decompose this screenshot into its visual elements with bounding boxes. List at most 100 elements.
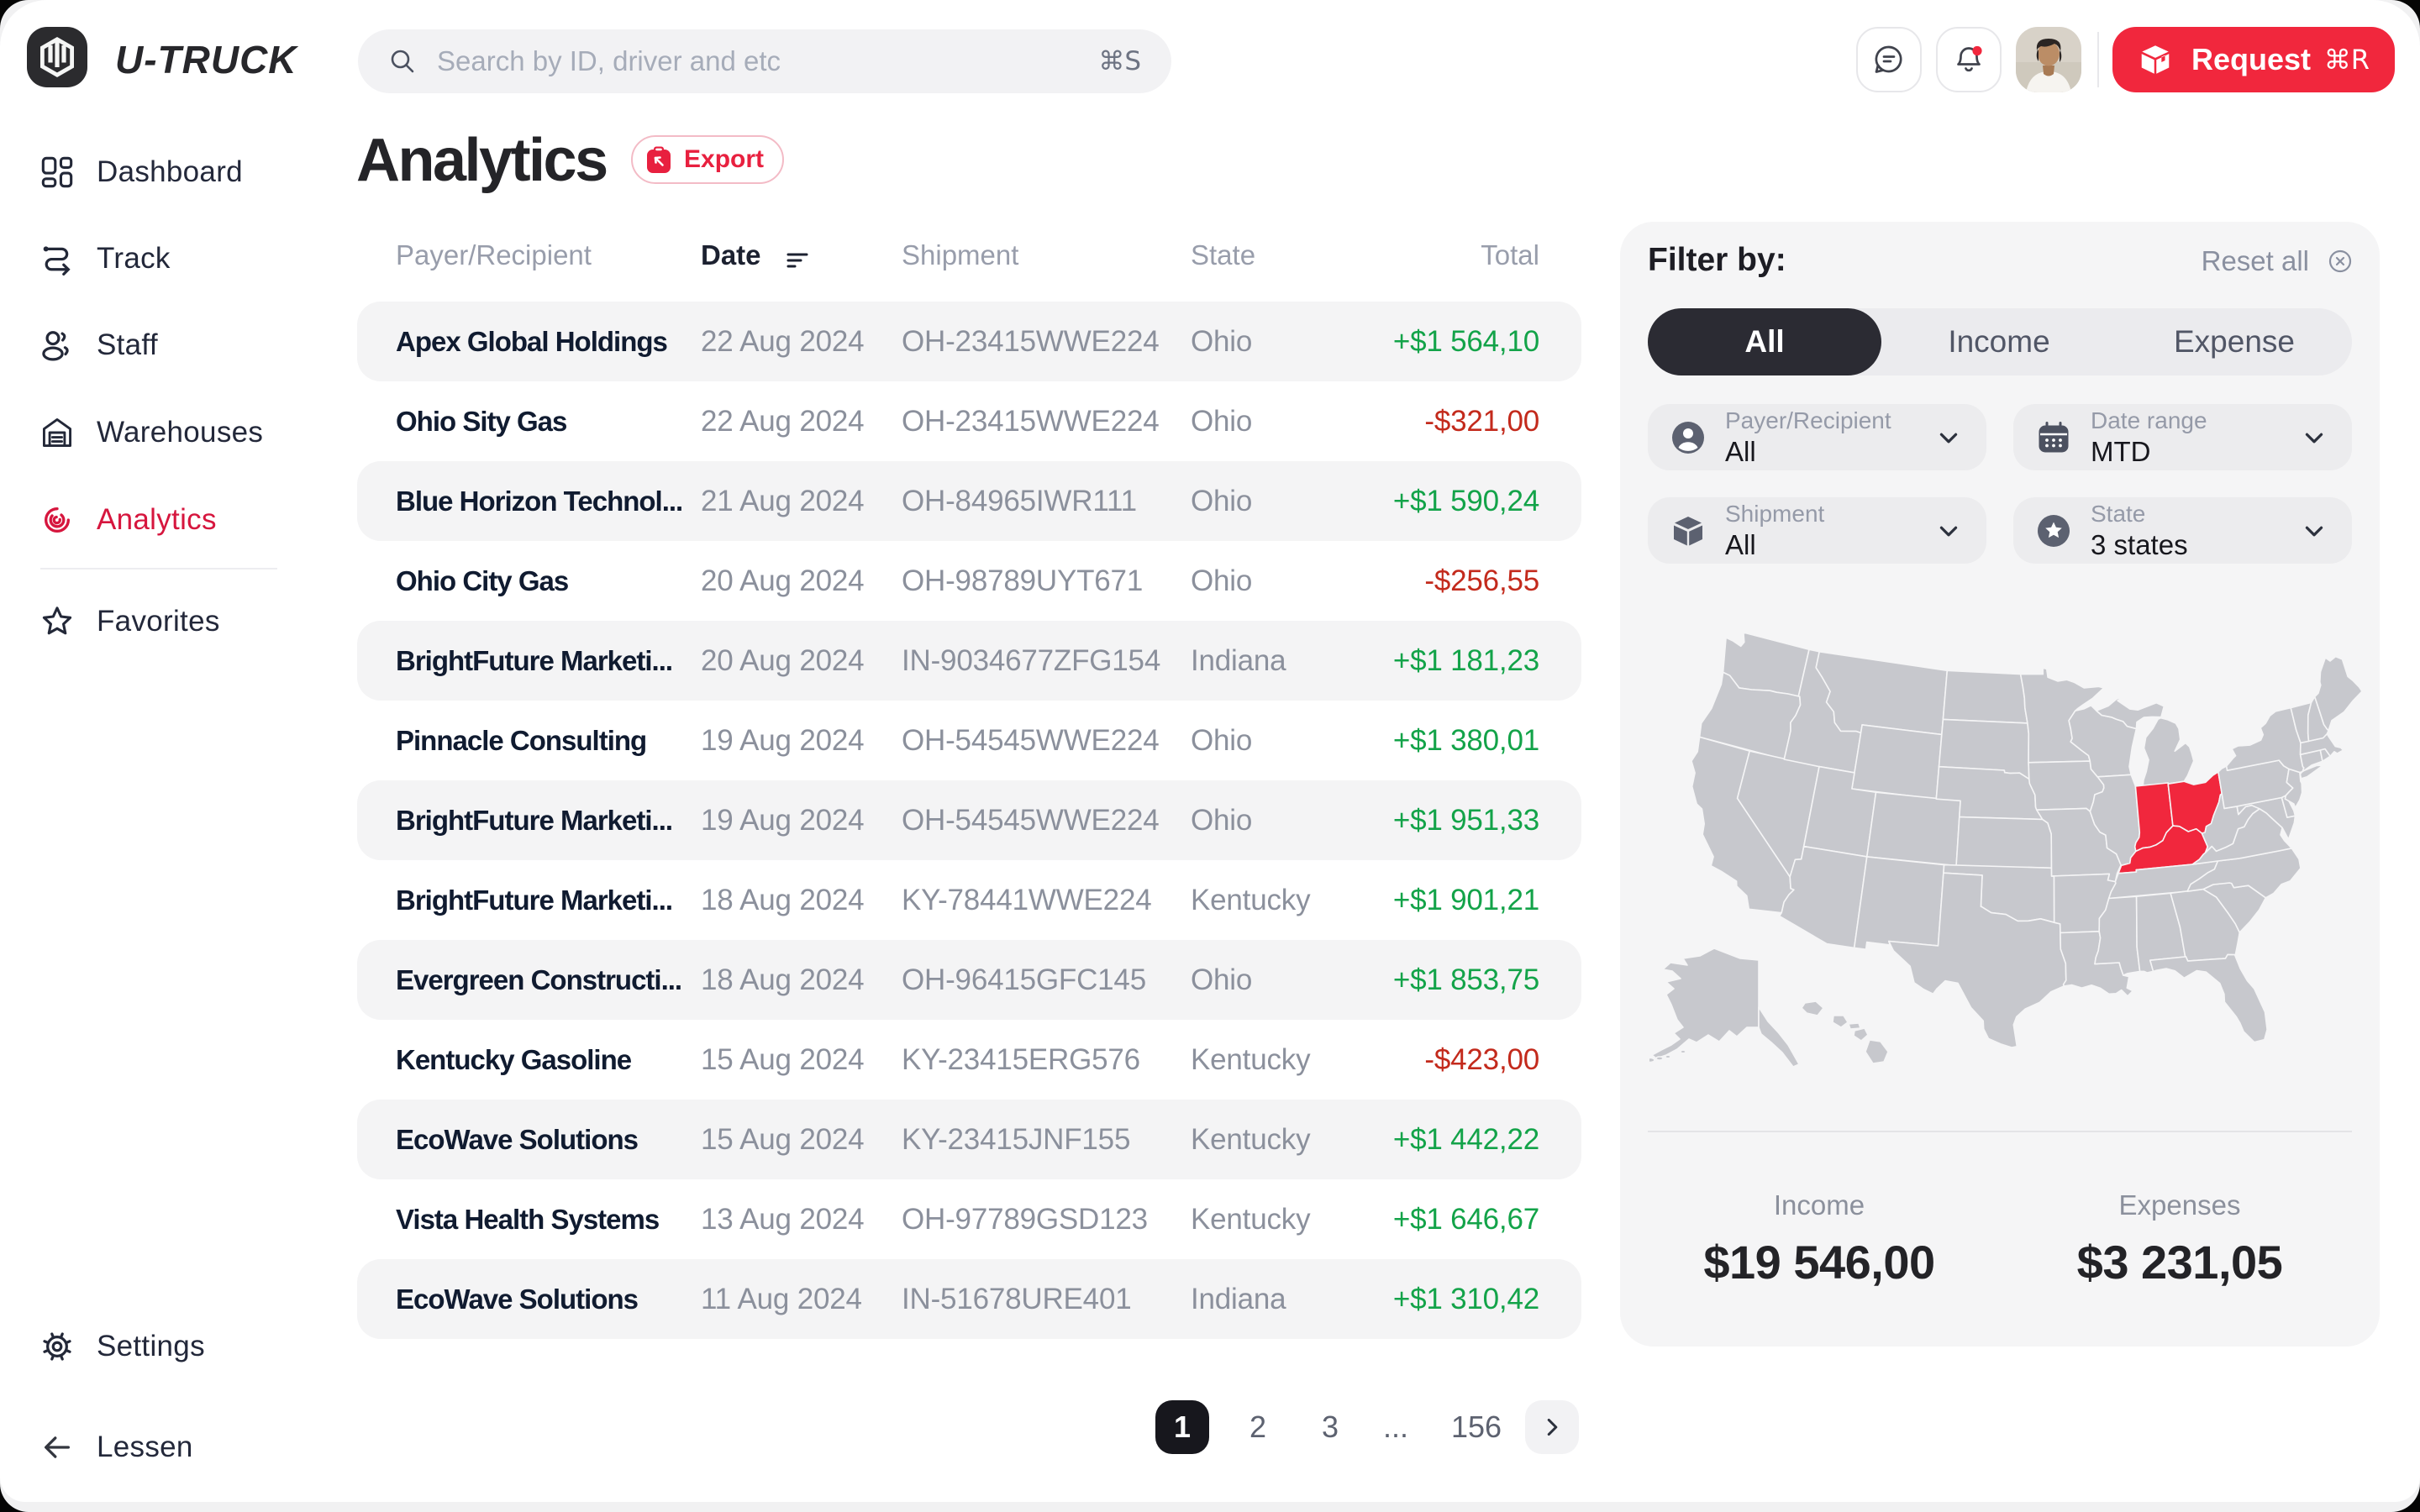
table-row[interactable]: Pinnacle Consulting 19 Aug 2024 OH-54545… <box>357 701 1581 780</box>
col-total[interactable]: Total <box>1481 239 1539 270</box>
filter-payer-recipient[interactable]: Payer/Recipient All <box>1648 404 1986 470</box>
page-title: Analytics <box>356 127 608 194</box>
cell-payer: Pinnacle Consulting <box>396 724 647 756</box>
map-state-wy[interactable] <box>1851 724 1943 800</box>
map-state-ny[interactable] <box>2225 706 2305 774</box>
map-state-ny[interactable] <box>2299 764 2324 780</box>
table-row[interactable]: BrightFuture Marketi... 18 Aug 2024 KY-7… <box>357 860 1581 940</box>
export-button[interactable]: Export <box>631 135 785 184</box>
package-icon <box>2138 42 2173 77</box>
search-bar[interactable]: ⌘S <box>358 29 1171 93</box>
cell-payer: Evergreen Constructi... <box>396 963 682 995</box>
page-156[interactable]: 156 <box>1450 1410 1502 1444</box>
cell-shipment: IN-51678URE401 <box>902 1282 1132 1315</box>
sidebar-item-label: Staff <box>97 328 158 361</box>
table-row[interactable]: Vista Health Systems 13 Aug 2024 OH-9778… <box>357 1179 1581 1259</box>
map-state-ak[interactable] <box>1651 948 1760 1059</box>
table-row[interactable]: Ohio City Gas 20 Aug 2024 OH-98789UYT671… <box>357 541 1581 621</box>
tab-expense[interactable]: Expense <box>2174 324 2295 359</box>
table-row[interactable]: Kentucky Gasoline 15 Aug 2024 KY-23415ER… <box>357 1020 1581 1100</box>
page-3[interactable]: 3 <box>1321 1410 1339 1444</box>
tab-income[interactable]: Income <box>1948 324 2050 359</box>
map-state-fl[interactable] <box>2149 953 2268 1043</box>
sidebar-item-warehouses[interactable]: Warehouses <box>40 402 263 463</box>
cell-payer: Ohio City Gas <box>396 564 569 596</box>
sidebar-item-dashboard[interactable]: Dashboard <box>40 142 243 202</box>
notifications-button[interactable] <box>1936 27 2002 92</box>
table-row[interactable]: Apex Global Holdings 22 Aug 2024 OH-2341… <box>357 302 1581 381</box>
next-page-button[interactable] <box>1525 1400 1579 1454</box>
cell-state: Ohio <box>1191 723 1253 757</box>
map-state-ak[interactable] <box>1758 1006 1800 1068</box>
map-state-ak[interactable] <box>1655 1056 1664 1061</box>
filter-card-value: 3 states <box>2091 528 2188 560</box>
sidebar-item-favorites[interactable]: Favorites <box>40 591 220 652</box>
messages-button[interactable] <box>1856 27 1922 92</box>
reset-all-button[interactable]: Reset all <box>2202 245 2353 277</box>
table-row[interactable]: Evergreen Constructi... 18 Aug 2024 OH-9… <box>357 940 1581 1020</box>
sidebar-item-staff[interactable]: Staff <box>40 315 158 375</box>
table-row[interactable]: Ohio Sity Gas 22 Aug 2024 OH-23415WWE224… <box>357 381 1581 461</box>
col-payer[interactable]: Payer/Recipient <box>396 239 592 270</box>
sidebar-item-track[interactable]: Track <box>40 228 171 289</box>
map-state-co[interactable] <box>1866 791 1961 867</box>
col-date-label: Date <box>701 239 761 270</box>
cell-state: Indiana <box>1191 643 1286 677</box>
table-row[interactable]: BrightFuture Marketi... 19 Aug 2024 OH-5… <box>357 780 1581 860</box>
cell-payer: Kentucky Gasoline <box>396 1043 632 1075</box>
map-state-mi[interactable] <box>2142 717 2195 786</box>
filter-date-range[interactable]: Date range MTD <box>2013 404 2352 470</box>
filter-state[interactable]: State 3 states <box>2013 497 2352 564</box>
page-2[interactable]: 2 <box>1249 1410 1267 1444</box>
filter-card-value: All <box>1725 528 1756 560</box>
table-row[interactable]: BrightFuture Marketi... 20 Aug 2024 IN-9… <box>357 621 1581 701</box>
map-state-az[interactable] <box>1778 845 1868 949</box>
calendar-icon <box>2035 419 2072 456</box>
map-state-mt[interactable] <box>1815 651 1949 736</box>
table-row[interactable]: EcoWave Solutions 11 Aug 2024 IN-51678UR… <box>357 1259 1581 1339</box>
cell-date: 11 Aug 2024 <box>701 1282 862 1315</box>
filter-shipment[interactable]: Shipment All <box>1648 497 1986 564</box>
tab-all[interactable]: All <box>1648 308 1881 375</box>
cell-payer: BrightFuture Marketi... <box>396 644 673 676</box>
filter-tabs: All Income Expense <box>1648 308 2352 375</box>
cell-state: Indiana <box>1191 1282 1286 1315</box>
sidebar-item-settings[interactable]: Settings <box>40 1316 205 1377</box>
cell-state: Kentucky <box>1191 1122 1311 1156</box>
cell-shipment: IN-9034677ZFG154 <box>902 643 1161 677</box>
map-state-hi[interactable] <box>1848 1022 1861 1030</box>
map-state-hi[interactable] <box>1853 1027 1869 1042</box>
cell-total: -$256,55 <box>1424 564 1539 597</box>
col-shipment[interactable]: Shipment <box>902 239 1019 270</box>
map-state-nj[interactable] <box>2284 768 2303 809</box>
pagination: 1 2 3... 156 <box>357 1400 1581 1454</box>
cell-state: Ohio <box>1191 963 1253 996</box>
map-state-hi[interactable] <box>1801 1000 1824 1016</box>
filter-card-label: State <box>2091 500 2146 527</box>
map-state-hi[interactable] <box>1832 1015 1849 1028</box>
us-map[interactable] <box>1649 633 2362 1086</box>
map-state-nc[interactable] <box>2186 848 2302 899</box>
col-date[interactable]: Date <box>701 239 808 271</box>
search-input[interactable] <box>437 45 1099 77</box>
map-state-ak[interactable] <box>1649 1057 1655 1063</box>
map-state-me[interactable] <box>2313 655 2362 732</box>
income-value: $19 546,00 <box>1703 1236 1935 1289</box>
page-1[interactable]: 1 <box>1155 1400 1209 1454</box>
map-state-hi[interactable] <box>1865 1039 1889 1064</box>
request-button[interactable]: Request ⌘R <box>2112 27 2395 92</box>
table-row[interactable]: EcoWave Solutions 15 Aug 2024 KY-23415JN… <box>357 1100 1581 1179</box>
map-state-nd[interactable] <box>1942 669 2028 724</box>
map-state-ak[interactable] <box>1665 1054 1671 1059</box>
sidebar-item-lessen[interactable]: Lessen <box>40 1417 193 1478</box>
col-state[interactable]: State <box>1191 239 1256 270</box>
map-state-nm[interactable] <box>1853 856 1945 950</box>
avatar[interactable] <box>2016 27 2081 92</box>
map-state-tx[interactable] <box>1888 872 2067 1048</box>
map-state-mi[interactable] <box>2096 695 2165 730</box>
sidebar-item-analytics[interactable]: Analytics <box>40 490 217 550</box>
map-state-ks[interactable] <box>1955 816 2053 869</box>
table-row[interactable]: Blue Horizon Technol... 21 Aug 2024 OH-8… <box>357 461 1581 541</box>
map-state-ak[interactable] <box>1680 1049 1686 1054</box>
cell-date: 21 Aug 2024 <box>701 484 865 517</box>
